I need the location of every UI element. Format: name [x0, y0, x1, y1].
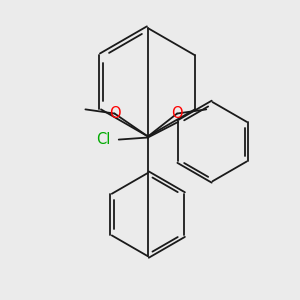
Text: O: O — [171, 106, 183, 121]
Text: Cl: Cl — [96, 132, 110, 147]
Text: O: O — [109, 106, 120, 121]
